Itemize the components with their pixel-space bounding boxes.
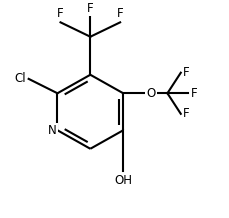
Text: F: F	[116, 7, 123, 20]
Text: F: F	[87, 2, 93, 15]
Text: F: F	[183, 66, 189, 79]
Text: N: N	[48, 124, 56, 137]
Text: F: F	[57, 7, 64, 20]
Text: OH: OH	[114, 174, 132, 187]
Text: Cl: Cl	[14, 72, 25, 85]
Text: F: F	[190, 87, 196, 100]
Text: F: F	[183, 107, 189, 120]
Text: O: O	[146, 87, 155, 100]
